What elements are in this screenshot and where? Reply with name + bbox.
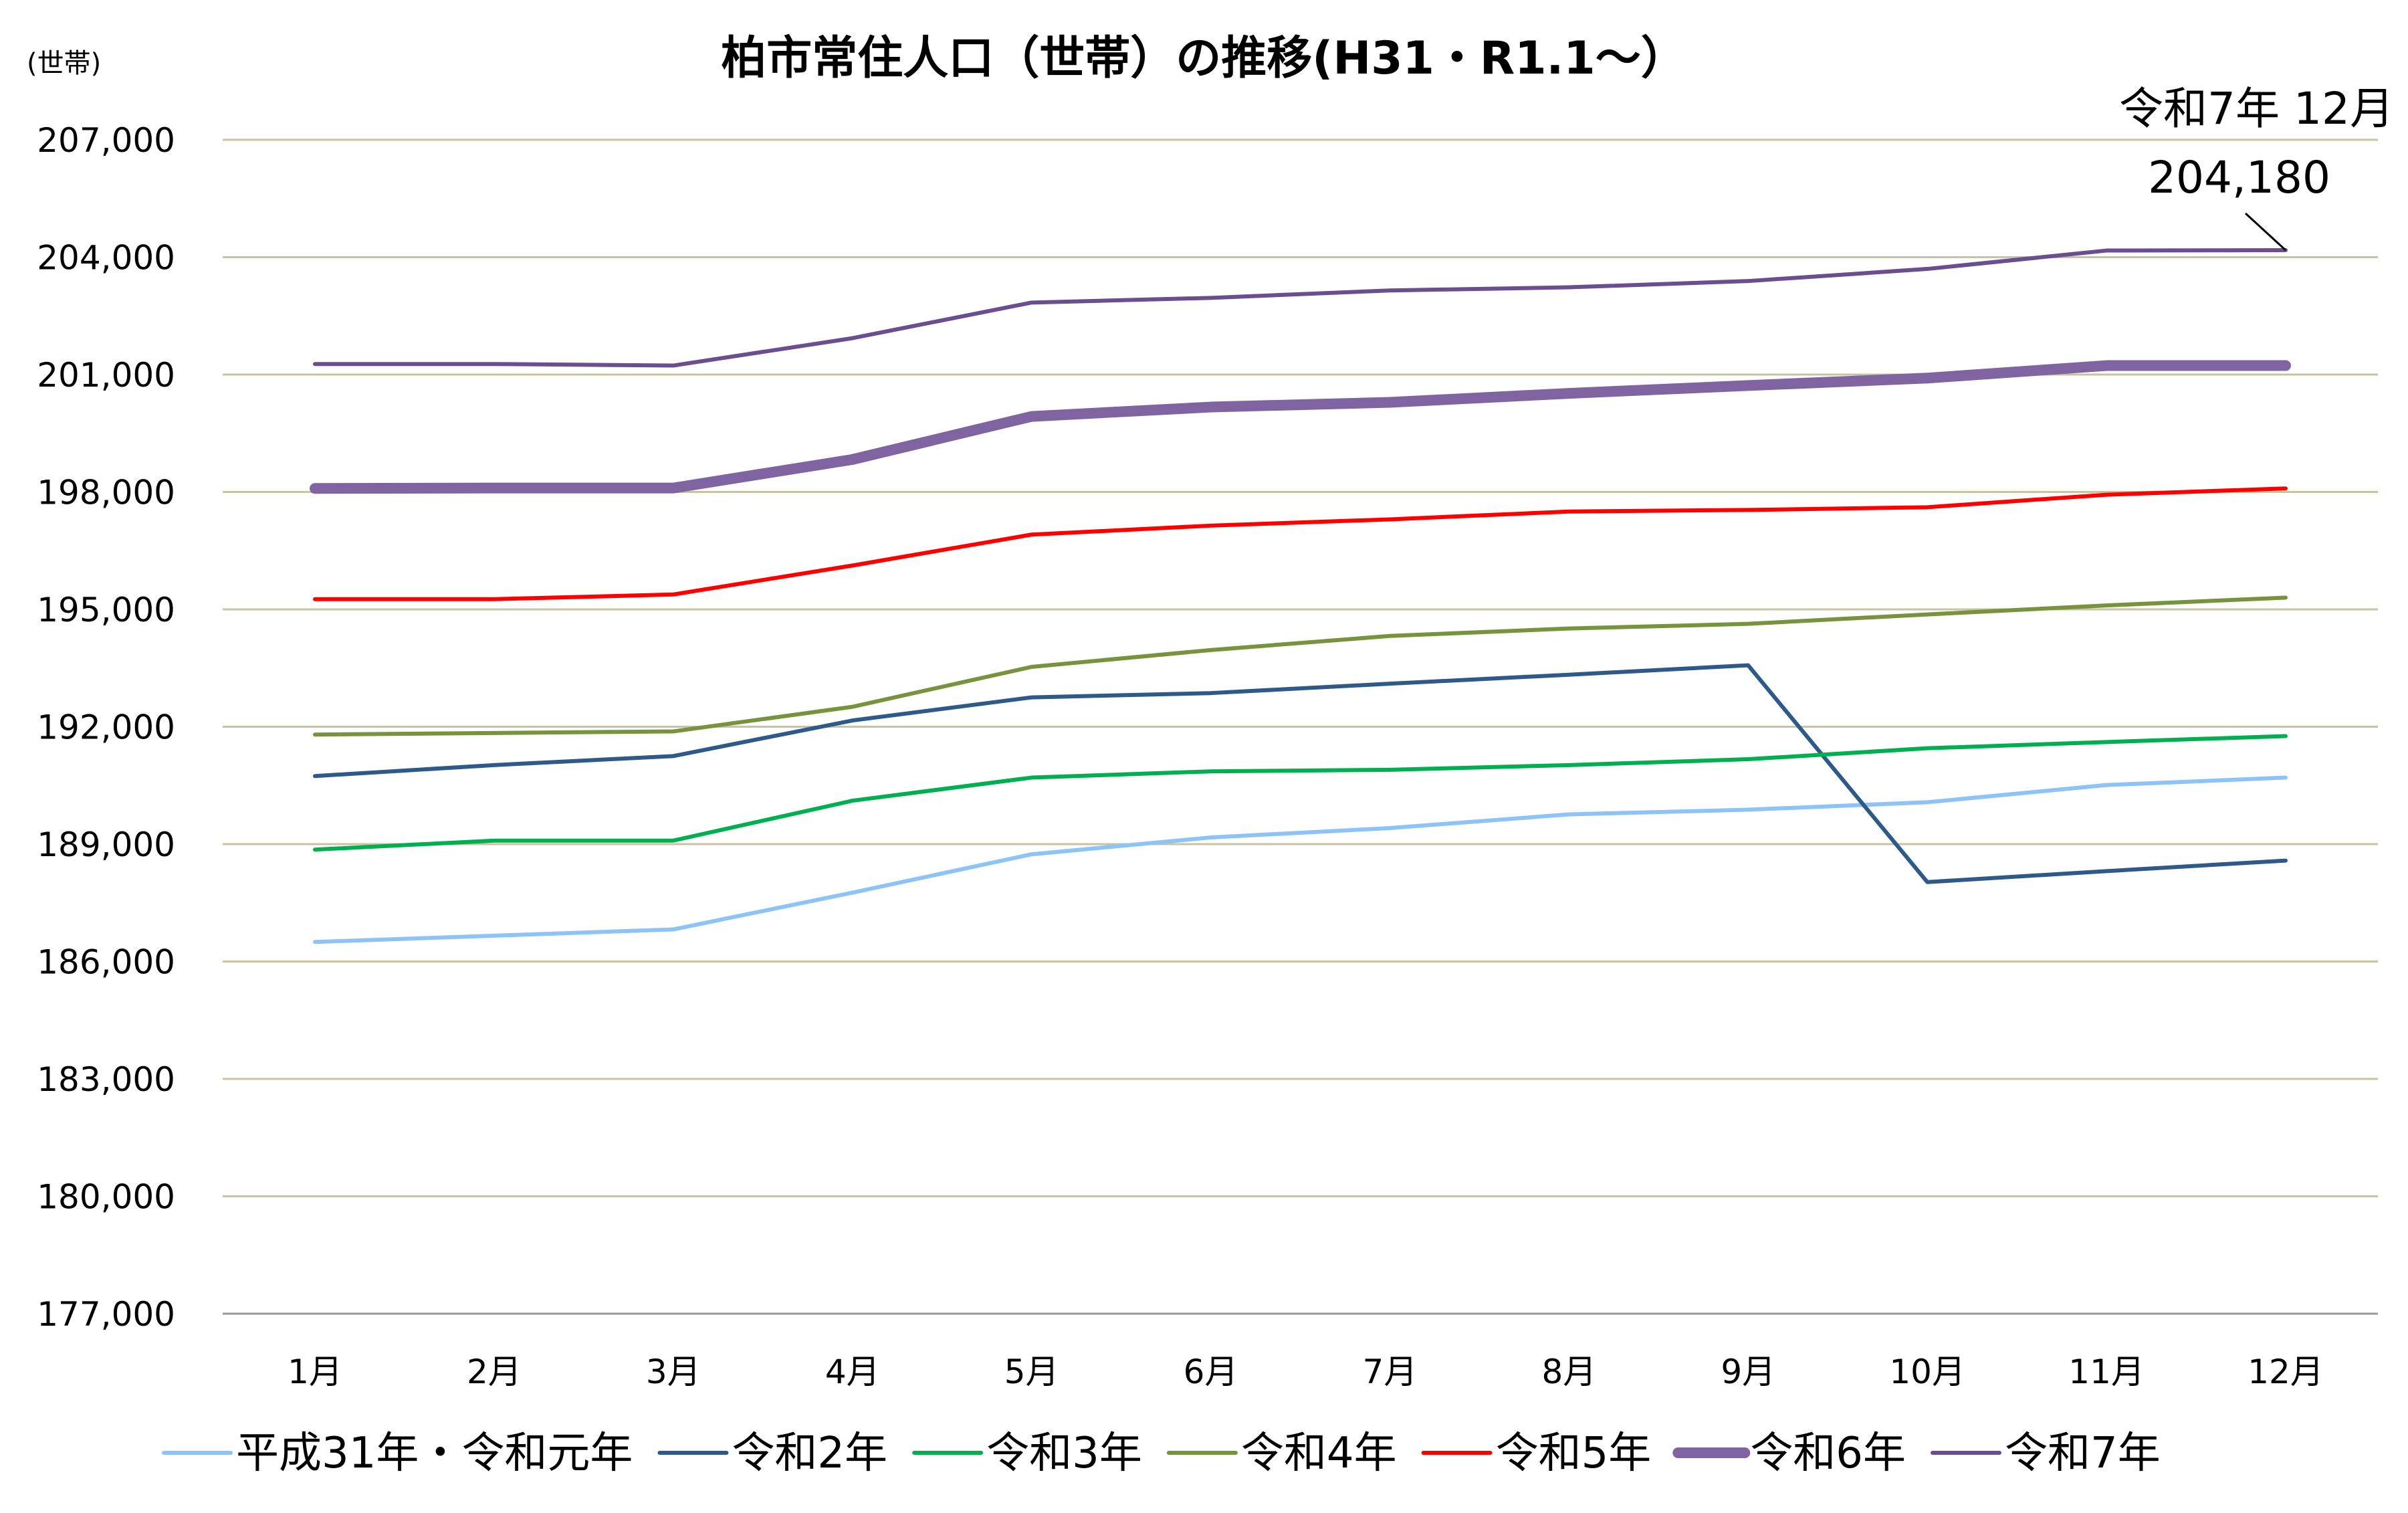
x-tick-label: 6月 [1184, 1352, 1238, 1391]
series-line [313, 486, 2288, 601]
y-tick-label: 204,000 [37, 239, 175, 278]
legend-label: 令和4年 [1241, 1429, 1397, 1478]
x-tick-label: 12月 [2248, 1352, 2324, 1391]
legend-label: 令和3年 [986, 1429, 1142, 1478]
x-tick-label: 3月 [646, 1352, 701, 1391]
y-tick-label: 186,000 [37, 943, 175, 982]
series-line [313, 775, 2288, 944]
y-axis-label: (世帯) [27, 48, 101, 79]
series-line [313, 247, 2288, 368]
x-tick-label: 11月 [2068, 1352, 2145, 1391]
y-tick-label: 189,000 [37, 825, 175, 864]
legend-label: 令和6年 [1750, 1429, 1906, 1478]
legend-label: 令和2年 [732, 1429, 887, 1478]
x-tick-label: 1月 [288, 1352, 342, 1391]
y-tick-label: 192,000 [37, 708, 175, 747]
annotation-line2: 204,180 [2148, 152, 2330, 203]
series-line [310, 360, 2291, 494]
x-tick-label: 10月 [1889, 1352, 1965, 1391]
y-tick-label: 180,000 [37, 1178, 175, 1217]
series-line [313, 595, 2288, 737]
y-tick-label: 198,000 [37, 474, 175, 512]
x-tick-label: 4月 [825, 1352, 880, 1391]
y-tick-label: 201,000 [37, 356, 175, 395]
x-tick-labels: 1月 2月 3月 4月 5月 6月 7月 8月 9月 10月 11月 12月 [288, 1352, 2324, 1391]
annotation-line1: 令和7年 12月 [2119, 83, 2394, 134]
x-tick-label: 7月 [1363, 1352, 1418, 1391]
y-tick-label: 177,000 [37, 1295, 175, 1334]
legend-label: 令和7年 [2005, 1429, 2161, 1478]
x-tick-label: 5月 [1004, 1352, 1059, 1391]
chart-title: 柏市常住人口（世帯）の推移(H31・R1.1～） [721, 32, 1686, 85]
gridlines [223, 138, 2378, 1315]
y-tick-label: 183,000 [37, 1060, 175, 1099]
legend-label: 令和5年 [1496, 1429, 1652, 1478]
annotation-leader-line [2244, 212, 2287, 251]
y-tick-label: 195,000 [37, 591, 175, 629]
x-tick-label: 2月 [467, 1352, 522, 1391]
series-lines [310, 247, 2291, 944]
x-tick-label: 8月 [1541, 1352, 1596, 1391]
annotation: 令和7年 12月 204,180 [2119, 83, 2394, 251]
y-tick-label: 207,000 [37, 121, 175, 160]
legend: 平成31年・令和元年 令和2年 令和3年 令和4年 令和5年 令和6年 令和7年 [162, 1429, 2161, 1478]
legend-label: 平成31年・令和元年 [236, 1429, 633, 1478]
series-line [313, 663, 2288, 884]
x-tick-label: 9月 [1721, 1352, 1775, 1391]
y-tick-labels: 177,000 180,000 183,000 186,000 189,000 192,0… [37, 121, 175, 1334]
series-line [313, 734, 2288, 852]
